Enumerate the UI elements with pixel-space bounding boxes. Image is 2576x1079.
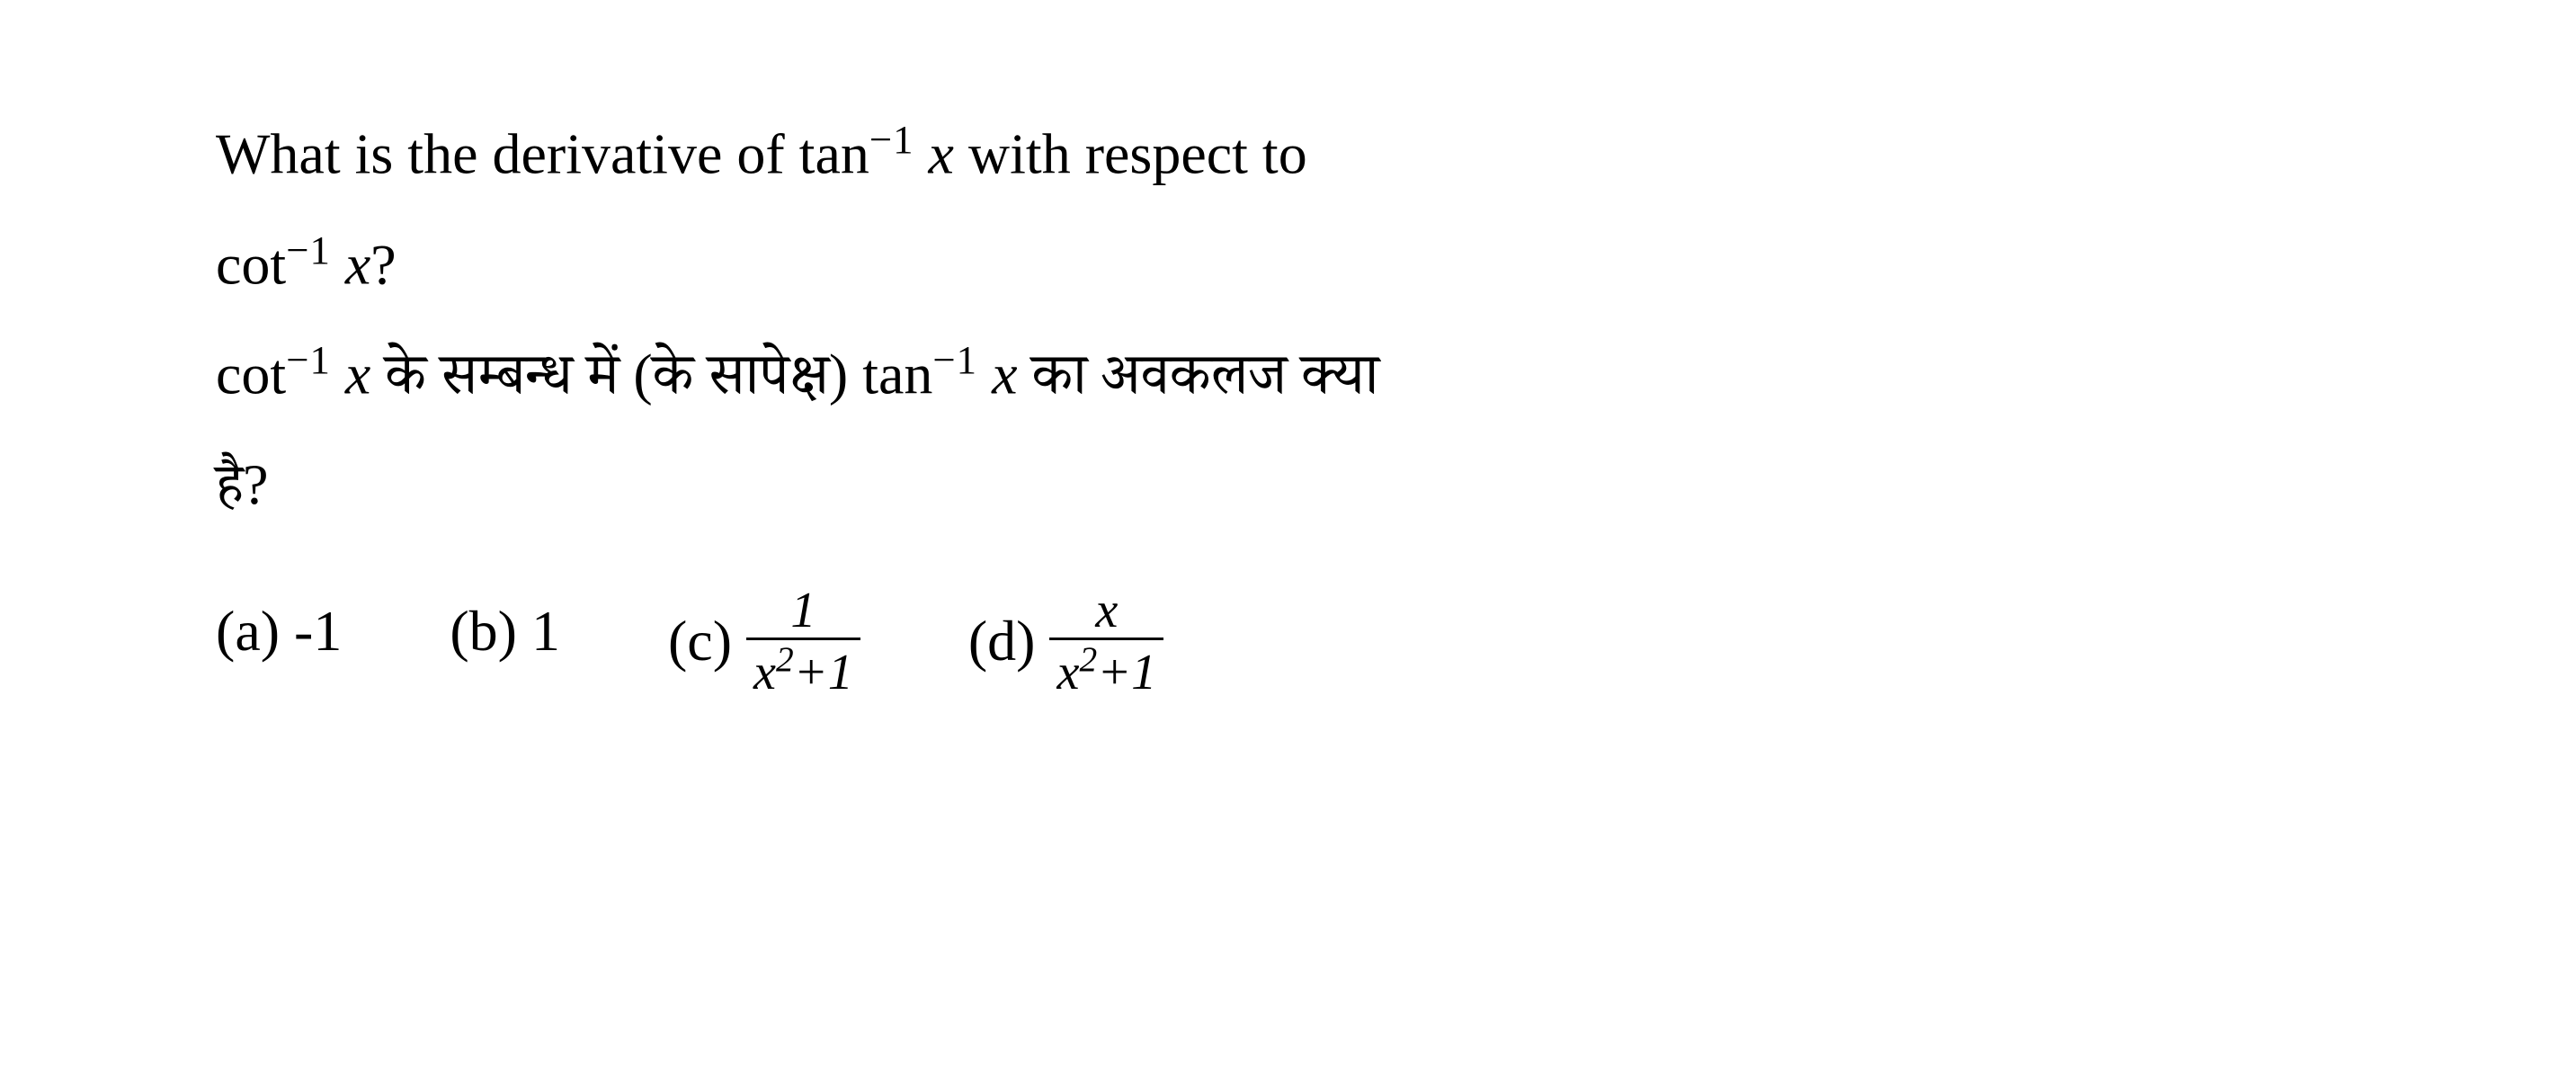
- q3-prefix: cot: [216, 343, 286, 406]
- question-line-1-en: What is the derivative of tan−1 x with r…: [216, 108, 2360, 201]
- q1-prefix: What is the derivative of tan: [216, 121, 869, 185]
- q3-hi-suffix: का अवकलज क्या: [1017, 343, 1378, 406]
- option-d-denominator: x2+1: [1049, 638, 1163, 698]
- option-a-label: (a): [216, 585, 280, 677]
- option-d-label: (d): [968, 595, 1036, 687]
- option-d: (d) x x2+1: [968, 585, 1163, 698]
- option-c-den-var: x: [753, 645, 776, 700]
- option-d-den-var: x: [1056, 645, 1079, 700]
- q1-suffix: with respect to: [954, 121, 1307, 185]
- q1-var: x: [929, 121, 954, 185]
- option-c-fraction: 1 x2+1: [746, 585, 860, 698]
- option-d-numerator: x: [1088, 585, 1125, 638]
- q2-var: x: [345, 232, 370, 296]
- option-c-den-exp: 2: [776, 639, 794, 679]
- option-c-den-suffix: +1: [794, 645, 853, 700]
- q2-exp: −1: [286, 227, 331, 272]
- q3-exp2: −1: [932, 337, 977, 382]
- q2-spacer: [331, 232, 345, 296]
- q3-hi-mid: के सम्बन्ध में (के सापेक्ष) tan: [370, 343, 932, 406]
- option-d-den-exp: 2: [1079, 639, 1097, 679]
- q1-exp: −1: [869, 117, 914, 162]
- q3-spacer2: [977, 343, 992, 406]
- option-b: (b) 1: [450, 585, 560, 677]
- question-line-2-en: cot−1 x?: [216, 218, 2360, 311]
- option-d-fraction: x x2+1: [1049, 585, 1163, 698]
- q3-spacer: [331, 343, 345, 406]
- option-c-label: (c): [668, 595, 732, 687]
- question-line-4-hi: है?: [216, 439, 2360, 531]
- q2-suffix: ?: [370, 232, 396, 296]
- q3-var: x: [345, 343, 370, 406]
- q2-prefix: cot: [216, 232, 286, 296]
- q1-spacer: [914, 121, 929, 185]
- option-b-label: (b): [450, 585, 517, 677]
- question-line-3-hi: cot−1 x के सम्बन्ध में (के सापेक्ष) tan−…: [216, 328, 2360, 421]
- option-a: (a) -1: [216, 585, 342, 677]
- option-a-value: -1: [294, 585, 342, 677]
- question-block: What is the derivative of tan−1 x with r…: [216, 108, 2360, 698]
- option-b-value: 1: [531, 585, 560, 677]
- option-c-numerator: 1: [783, 585, 823, 638]
- options-row: (a) -1 (b) 1 (c) 1 x2+1 (d) x x2+1: [216, 585, 2360, 698]
- q3-exp: −1: [286, 337, 331, 382]
- option-d-den-suffix: +1: [1097, 645, 1156, 700]
- q3-var2: x: [992, 343, 1017, 406]
- option-c: (c) 1 x2+1: [668, 585, 860, 698]
- option-c-denominator: x2+1: [746, 638, 860, 698]
